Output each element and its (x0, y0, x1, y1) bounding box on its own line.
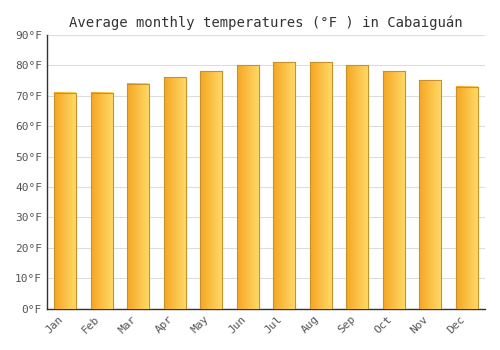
Title: Average monthly temperatures (°F ) in Cabaiguán: Average monthly temperatures (°F ) in Ca… (69, 15, 462, 29)
